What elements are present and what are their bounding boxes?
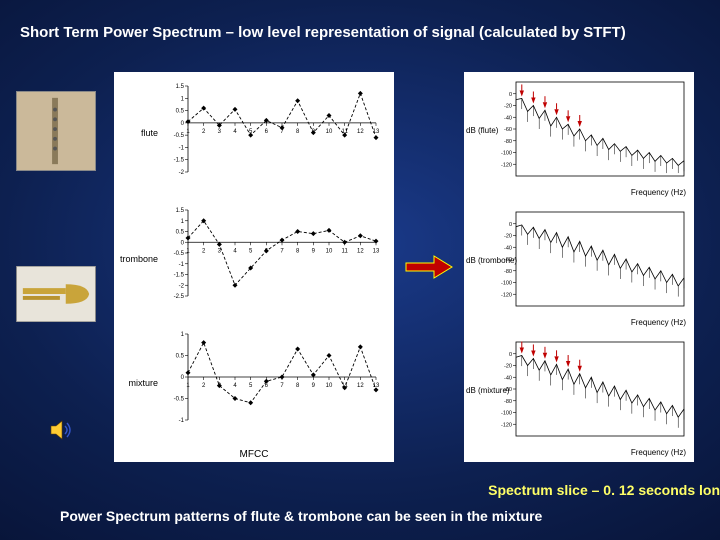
mfcc-panel-group: -2-1.5-1-0.500.511.512345678910111213 fl… — [114, 72, 394, 462]
spectrum-ylabel-flute: dB (flute) — [466, 126, 498, 135]
mfcc-ylabel-mixture: mixture — [116, 378, 158, 388]
svg-text:8: 8 — [296, 383, 300, 389]
spectrum-plot-mixture: -120-100-80-60-40-200 — [492, 338, 688, 450]
arrow-container — [402, 252, 456, 282]
mfcc-ylabel-trombone: trombone — [116, 254, 158, 264]
svg-text:6: 6 — [265, 383, 269, 389]
svg-text:-0.5: -0.5 — [174, 251, 185, 257]
svg-text:1: 1 — [181, 219, 185, 225]
spectrum-ylabel-mixture: dB (mixture) — [466, 386, 510, 395]
svg-text:13: 13 — [373, 248, 380, 254]
svg-text:1: 1 — [186, 383, 190, 389]
svg-text:11: 11 — [342, 248, 349, 254]
svg-text:7: 7 — [280, 383, 284, 389]
svg-text:9: 9 — [312, 248, 316, 254]
svg-text:5: 5 — [249, 248, 253, 254]
svg-text:-1: -1 — [179, 418, 185, 424]
svg-text:1: 1 — [186, 129, 190, 135]
svg-text:-100: -100 — [501, 281, 512, 287]
mfcc-plot-flute: -2-1.5-1-0.500.511.512345678910111213 — [160, 80, 384, 190]
flute-image — [16, 91, 96, 171]
svg-text:0.5: 0.5 — [176, 354, 185, 360]
trombone-icon — [17, 266, 95, 322]
svg-text:-0.5: -0.5 — [174, 397, 185, 403]
svg-text:1.5: 1.5 — [176, 208, 185, 214]
svg-text:1: 1 — [181, 332, 185, 338]
svg-text:-40: -40 — [504, 115, 512, 121]
svg-text:-40: -40 — [504, 375, 512, 381]
svg-text:-80: -80 — [504, 269, 512, 275]
content-row: -2-1.5-1-0.500.511.512345678910111213 fl… — [16, 64, 720, 470]
svg-text:0: 0 — [509, 92, 512, 98]
spectrum-xlabel-2: Frequency (Hz) — [631, 448, 686, 474]
trombone-image — [16, 266, 96, 322]
svg-text:12: 12 — [357, 383, 364, 389]
svg-text:0: 0 — [509, 352, 512, 358]
svg-text:4: 4 — [233, 129, 237, 135]
mfcc-xlabel: MFCC — [114, 449, 394, 460]
svg-text:1.5: 1.5 — [176, 84, 185, 90]
svg-text:1: 1 — [186, 248, 190, 254]
svg-text:-60: -60 — [504, 127, 512, 133]
svg-text:-0.5: -0.5 — [174, 133, 185, 139]
svg-text:-120: -120 — [501, 422, 512, 428]
svg-text:9: 9 — [312, 383, 316, 389]
svg-text:2: 2 — [202, 248, 206, 254]
svg-text:-80: -80 — [504, 399, 512, 405]
svg-text:-80: -80 — [504, 139, 512, 145]
svg-text:-2: -2 — [179, 170, 185, 176]
mfcc-plot-trombone: -2.5-2-1.5-1-0.500.511.51234567891011121… — [160, 204, 384, 314]
svg-text:-120: -120 — [501, 162, 512, 168]
svg-text:-1: -1 — [179, 145, 185, 151]
svg-text:-1.5: -1.5 — [174, 273, 185, 279]
svg-text:10: 10 — [326, 248, 333, 254]
spectrum-plot-flute: -120 -100 -80 -60 -40 -20 0 — [492, 78, 688, 190]
spectrum-plot-trombone: -120-100-80-60-40-200 — [492, 208, 688, 320]
svg-text:-20: -20 — [504, 364, 512, 370]
svg-text:-100: -100 — [501, 151, 512, 157]
mfcc-ylabel-flute: flute — [116, 128, 158, 138]
svg-text:-120: -120 — [501, 292, 512, 298]
svg-text:0: 0 — [181, 121, 185, 127]
svg-text:0.5: 0.5 — [176, 109, 185, 115]
svg-text:8: 8 — [296, 248, 300, 254]
svg-text:2: 2 — [202, 129, 206, 135]
caption-spectrum-slice: Spectrum slice – 0. 12 seconds lon — [488, 482, 720, 498]
flute-icon — [17, 91, 95, 171]
svg-text:10: 10 — [326, 383, 333, 389]
svg-text:4: 4 — [233, 248, 237, 254]
svg-text:-2.5: -2.5 — [174, 294, 185, 300]
svg-text:3: 3 — [218, 129, 222, 135]
svg-text:-20: -20 — [504, 104, 512, 110]
svg-text:-1.5: -1.5 — [174, 158, 185, 164]
mfcc-plot-mixture: -1-0.500.5112345678910111213 — [160, 328, 384, 438]
instrument-column — [16, 64, 106, 470]
svg-text:6: 6 — [265, 129, 269, 135]
svg-text:12: 12 — [357, 129, 364, 135]
arrow-shape — [406, 256, 452, 278]
svg-text:0: 0 — [509, 222, 512, 228]
svg-text:8: 8 — [296, 129, 300, 135]
spectrum-panel-group: -120-100-80-60-40-200 dB (flute) Frequen… — [464, 72, 694, 462]
svg-text:1: 1 — [181, 96, 185, 102]
svg-text:-40: -40 — [504, 245, 512, 251]
svg-text:-20: -20 — [504, 234, 512, 240]
svg-text:0: 0 — [181, 375, 185, 381]
svg-text:12: 12 — [357, 248, 364, 254]
caption-patterns: Power Spectrum patterns of flute & tromb… — [60, 508, 542, 524]
speaker-icon — [48, 417, 74, 443]
arrow-icon — [402, 252, 456, 282]
svg-text:0.5: 0.5 — [176, 230, 185, 236]
svg-text:-1: -1 — [179, 262, 185, 268]
svg-text:-2: -2 — [179, 283, 185, 289]
svg-text:-100: -100 — [501, 411, 512, 417]
spectrum-ylabel-trombone: dB (trombone) — [466, 256, 517, 265]
svg-text:2: 2 — [202, 383, 206, 389]
svg-text:5: 5 — [249, 383, 253, 389]
svg-text:10: 10 — [326, 129, 333, 135]
slide-title: Short Term Power Spectrum – low level re… — [20, 24, 700, 41]
svg-text:4: 4 — [233, 383, 237, 389]
svg-text:0: 0 — [181, 240, 185, 246]
svg-text:7: 7 — [280, 248, 284, 254]
